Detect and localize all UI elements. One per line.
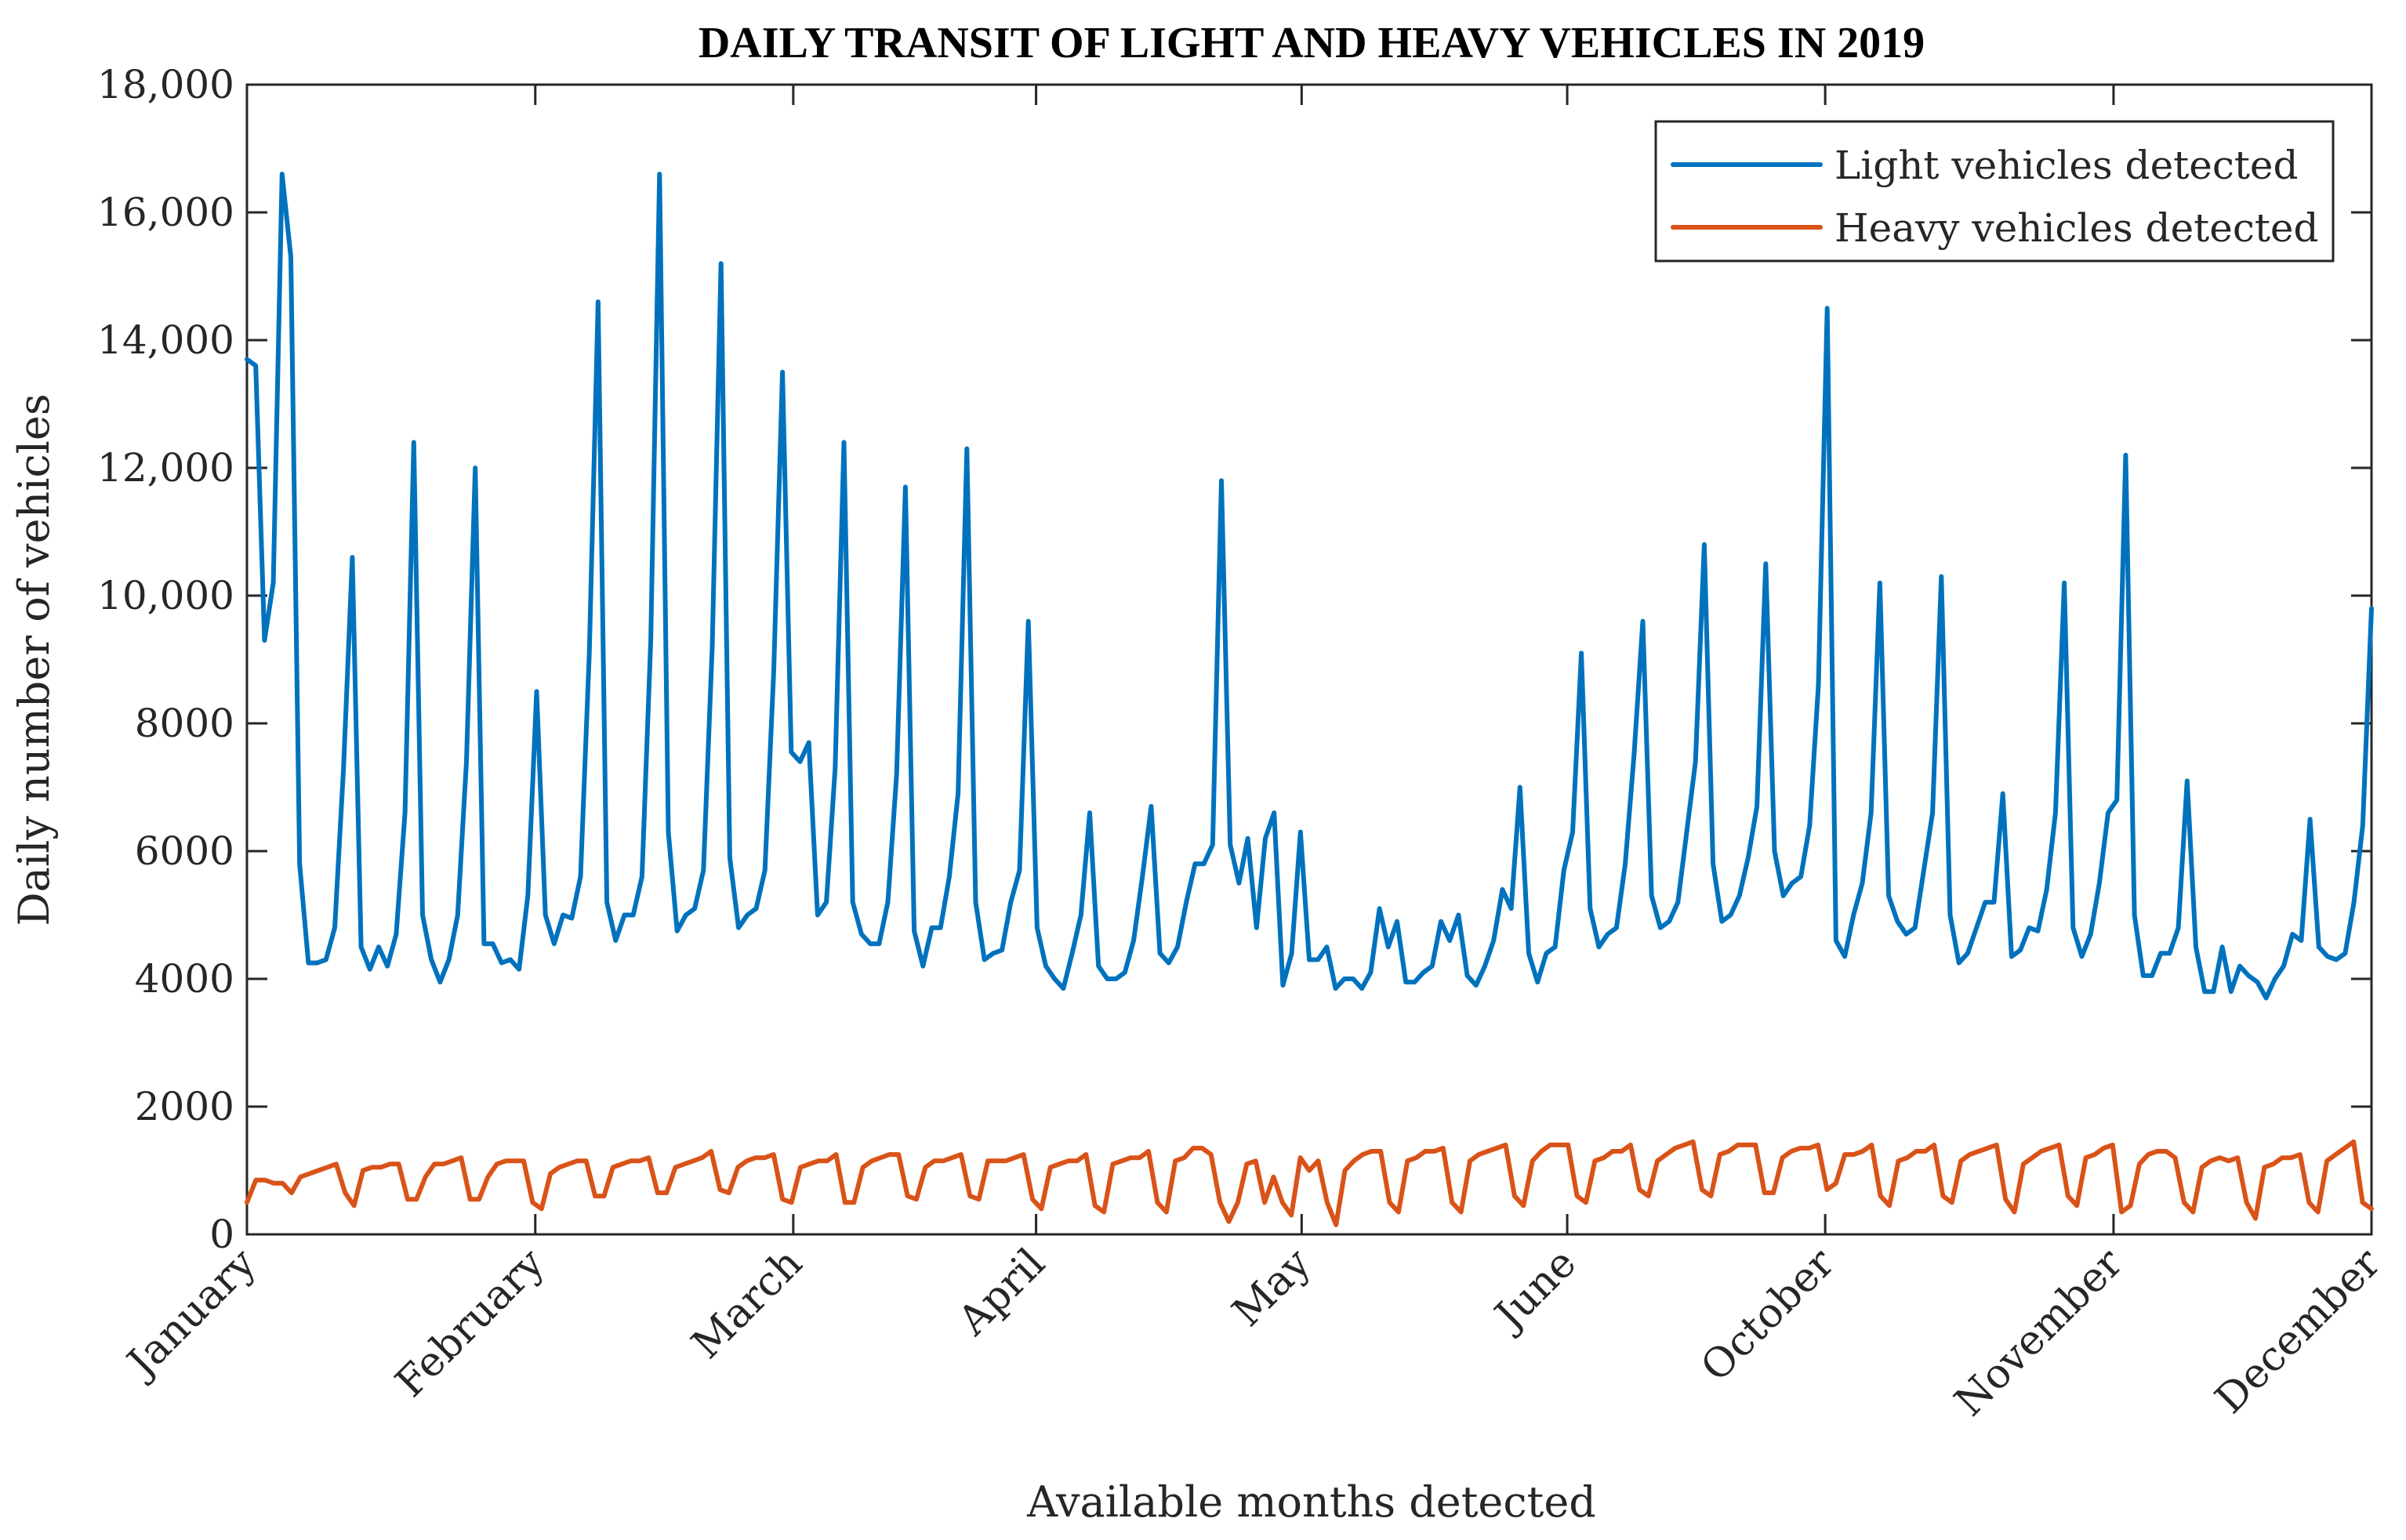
- legend: Light vehicles detected Heavy vehicles d…: [1654, 120, 2335, 263]
- y-tick-label: 8000: [135, 701, 234, 746]
- y-tick-label: 2000: [135, 1084, 234, 1129]
- y-tick-label: 12,000: [97, 445, 234, 491]
- x-tick-label-february: February: [386, 1239, 553, 1406]
- series-layer: [245, 172, 2374, 1227]
- y-tick-label: 6000: [135, 828, 234, 874]
- x-tick-label-april: April: [949, 1240, 1054, 1345]
- y-tick-label: 18,000: [97, 62, 234, 107]
- y-tick-label: 14,000: [97, 317, 234, 363]
- legend-label-light: Light vehicles detected: [1834, 143, 2299, 188]
- series-line-heavy-vehicles: [245, 1139, 2374, 1227]
- x-tick-label-march: March: [683, 1240, 811, 1368]
- y-tick-label: 0: [209, 1212, 234, 1257]
- x-tick-label-october: October: [1692, 1240, 1843, 1391]
- x-axis-label: Available months detected: [1026, 1477, 1596, 1527]
- x-tick-label-june: June: [1483, 1240, 1585, 1342]
- x-tick-label-november: November: [1946, 1240, 2132, 1426]
- y-tick-label: 10,000: [97, 573, 234, 618]
- x-axis: January February March April May June October N…: [116, 85, 2390, 1426]
- legend-label-heavy: Heavy vehicles detected: [1834, 205, 2319, 251]
- x-tick-label-december: December: [2206, 1240, 2390, 1423]
- x-tick-label-january: January: [116, 1239, 266, 1389]
- x-tick-label-may: May: [1224, 1239, 1320, 1335]
- y-tick-label: 4000: [135, 956, 234, 1002]
- y-axis: 0 2000 4000 6000 8000 10,000 12,000 14,000 16,00…: [97, 62, 2372, 1257]
- series-line-light-vehicles: [245, 172, 2374, 1001]
- y-tick-label: 16,000: [97, 190, 234, 235]
- legend-box: [1654, 120, 2335, 263]
- y-axis-label: Daily number of vehicles: [9, 393, 59, 926]
- chart-title: DAILY TRANSIT OF LIGHT AND HEAVY VEHICLE…: [699, 19, 1925, 67]
